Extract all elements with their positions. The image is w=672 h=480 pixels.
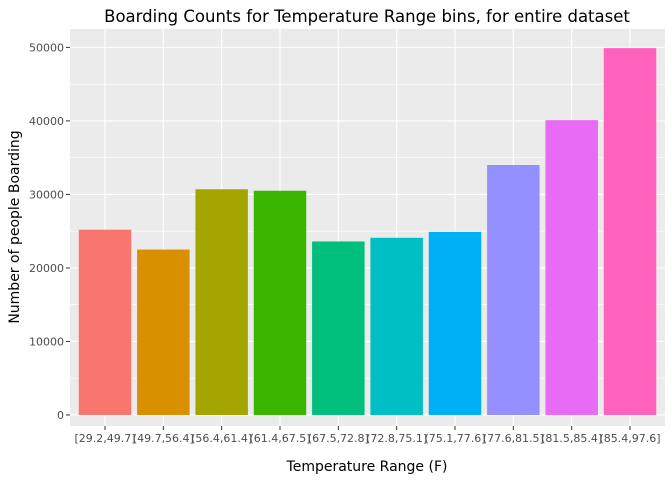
x-tick-label: (72.8,75.1] — [366, 432, 427, 445]
bar-5 — [370, 237, 423, 415]
bar-4 — [312, 241, 365, 415]
bar-6 — [428, 231, 482, 415]
x-tick-label: (56.4,61.4] — [191, 432, 252, 445]
bar-1 — [137, 249, 190, 415]
x-tick-label: (61.4,67.5] — [249, 432, 310, 445]
y-tick-label: 40000 — [29, 115, 64, 128]
bar-9 — [603, 48, 657, 415]
x-tick-label: (67.5,72.8] — [308, 432, 369, 445]
x-tick-label: [29.2,49.7] — [74, 432, 135, 445]
x-tick-label: (77.6,81.5] — [483, 432, 544, 445]
y-tick-label: 20000 — [29, 262, 64, 275]
y-tick-label: 50000 — [29, 41, 64, 54]
x-tick-label: (85.4,97.6] — [599, 432, 660, 445]
y-axis-title: Number of people Boarding — [7, 130, 23, 323]
x-tick-label: (75.1,77.6] — [424, 432, 485, 445]
chart-title: Boarding Counts for Temperature Range bi… — [104, 7, 630, 26]
y-axis: 0 10000 20000 30000 40000 50000 — [29, 41, 70, 422]
x-axis-title: Temperature Range (F) — [286, 459, 448, 475]
bar-7 — [487, 165, 540, 415]
x-tick-label: (81.5,85.4] — [541, 432, 602, 445]
y-tick-label: 10000 — [29, 335, 64, 348]
bar-3 — [253, 190, 307, 415]
y-tick-label: 30000 — [29, 188, 64, 201]
bars — [78, 48, 657, 415]
x-axis: [29.2,49.7](49.7,56.4](56.4,61.4](61.4,6… — [74, 426, 661, 445]
x-tick-label: (49.7,56.4] — [133, 432, 194, 445]
bar-0 — [78, 229, 132, 415]
bar-2 — [195, 189, 248, 415]
y-tick-label: 0 — [57, 409, 64, 422]
bar-8 — [545, 120, 598, 415]
